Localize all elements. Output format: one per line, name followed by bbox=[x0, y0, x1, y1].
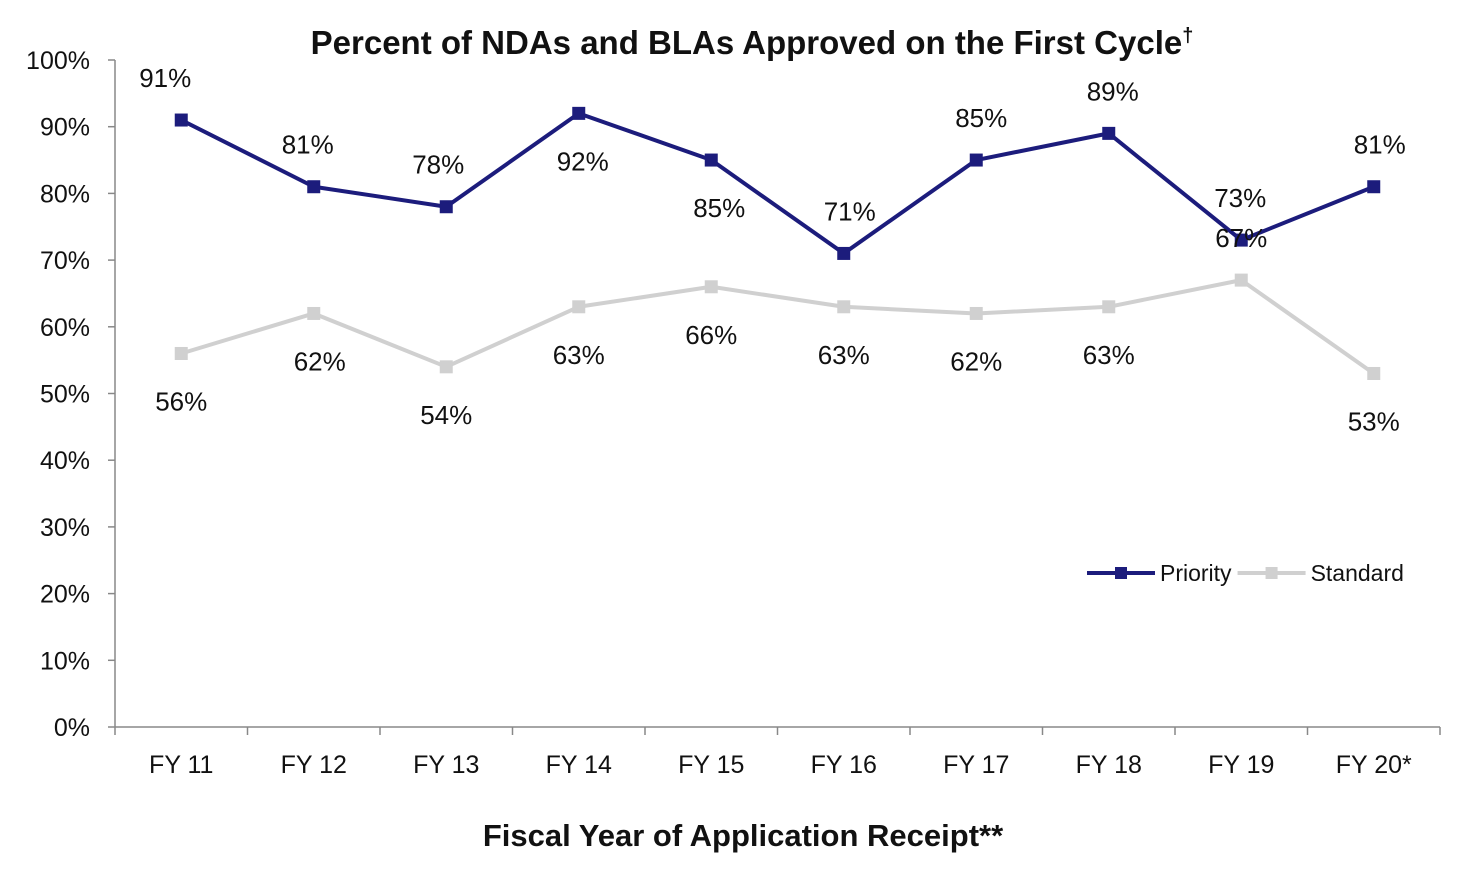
data-point bbox=[174, 346, 188, 360]
data-label: 81% bbox=[1354, 130, 1406, 160]
data-point bbox=[1234, 233, 1248, 247]
title-footnote-mark: † bbox=[1182, 25, 1193, 47]
data-point bbox=[1234, 273, 1248, 287]
y-tick-label: 50% bbox=[40, 381, 90, 409]
data-point bbox=[174, 113, 188, 127]
x-tick-label: FY 13 bbox=[413, 751, 479, 779]
x-tick-label: FY 18 bbox=[1076, 751, 1142, 779]
data-label: 63% bbox=[1083, 340, 1135, 370]
data-point bbox=[439, 200, 453, 214]
y-tick-label: 30% bbox=[40, 514, 90, 542]
y-tick-label: 10% bbox=[40, 647, 90, 675]
legend-label: Standard bbox=[1311, 560, 1404, 586]
chart-title: Percent of NDAs and BLAs Approved on the… bbox=[311, 24, 1194, 61]
x-tick-label: FY 19 bbox=[1208, 751, 1274, 779]
legend-marker bbox=[1115, 567, 1127, 579]
legend-item-standard: Standard bbox=[1237, 560, 1404, 586]
y-tick-label: 40% bbox=[40, 447, 90, 475]
series-line bbox=[180, 111, 1375, 256]
data-label: 54% bbox=[420, 400, 472, 430]
data-label: 91% bbox=[139, 63, 191, 93]
x-tick-label: FY 12 bbox=[281, 751, 347, 779]
data-point bbox=[704, 280, 718, 294]
y-tick-label: 60% bbox=[40, 314, 90, 342]
data-point bbox=[307, 306, 321, 320]
data-label: 78% bbox=[412, 150, 464, 180]
data-label: 92% bbox=[557, 146, 609, 176]
data-label: 66% bbox=[685, 320, 737, 350]
data-point bbox=[439, 360, 453, 374]
data-point bbox=[1102, 300, 1116, 314]
legend: Priority Standard bbox=[1087, 560, 1404, 586]
data-point bbox=[837, 246, 851, 260]
legend-label: Priority bbox=[1160, 560, 1232, 586]
x-tick-label: FY 11 bbox=[149, 751, 213, 779]
data-label: 73% bbox=[1214, 183, 1266, 213]
x-tick-label: FY 14 bbox=[546, 751, 612, 779]
legend-item-priority: Priority bbox=[1087, 560, 1232, 586]
data-point bbox=[704, 153, 718, 167]
data-label: 81% bbox=[282, 130, 334, 160]
y-tick-label: 20% bbox=[40, 581, 90, 609]
data-label: 62% bbox=[950, 346, 1002, 376]
x-tick-label: FY 16 bbox=[811, 751, 877, 779]
data-point bbox=[572, 106, 586, 120]
data-point bbox=[969, 306, 983, 320]
data-point bbox=[1102, 126, 1116, 140]
series-line bbox=[180, 278, 1375, 376]
data-point bbox=[1367, 180, 1381, 194]
x-tick-label: FY 17 bbox=[943, 751, 1009, 779]
data-label: 89% bbox=[1087, 76, 1139, 106]
x-tick-label: FY 20* bbox=[1336, 751, 1412, 779]
y-tick-label: 70% bbox=[40, 247, 90, 275]
data-point bbox=[837, 300, 851, 314]
series-standard: 56% 62% 54% 63% 66% 63% 62% 63% 67% 53% bbox=[155, 223, 1400, 436]
x-axis-label: Fiscal Year of Application Receipt** bbox=[483, 818, 1004, 853]
data-point bbox=[572, 300, 586, 314]
data-label: 53% bbox=[1348, 406, 1400, 436]
y-tick-label: 0% bbox=[54, 714, 90, 742]
data-label: 63% bbox=[553, 340, 605, 370]
data-point bbox=[1367, 366, 1381, 380]
y-tick-label: 80% bbox=[40, 180, 90, 208]
data-label: 56% bbox=[155, 386, 207, 416]
data-label: 67% bbox=[1215, 223, 1267, 253]
y-tick-label: 100% bbox=[26, 47, 90, 75]
data-point bbox=[307, 180, 321, 194]
x-tick-label: FY 15 bbox=[678, 751, 744, 779]
data-label: 85% bbox=[693, 193, 745, 223]
data-label: 85% bbox=[955, 103, 1007, 133]
data-label: 62% bbox=[294, 346, 346, 376]
y-tick-label: 90% bbox=[40, 114, 90, 142]
legend-marker bbox=[1265, 567, 1278, 579]
data-label: 71% bbox=[824, 196, 876, 226]
data-point bbox=[969, 153, 983, 167]
series-priority: 91% 81% 78% 92% 85% 71% 85% 89% 73% 81% bbox=[139, 63, 1406, 260]
data-label: 63% bbox=[818, 340, 870, 370]
